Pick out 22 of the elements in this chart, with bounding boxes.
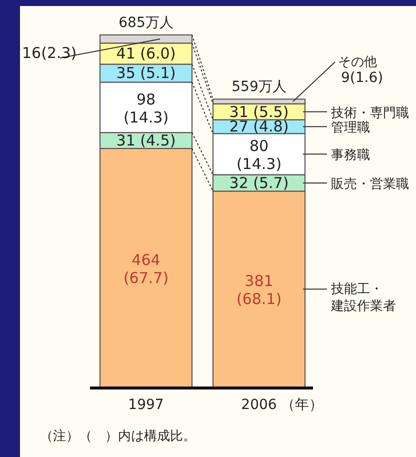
data-label: 464 (67.7) bbox=[123, 250, 169, 287]
x-tick-label: 2006 bbox=[241, 397, 277, 413]
series-label: 管理職 bbox=[331, 120, 370, 136]
data-label: 32 (5.7) bbox=[229, 174, 289, 192]
data-label: 41 (6.0) bbox=[116, 44, 176, 63]
data-label: 80 (14.3) bbox=[236, 137, 282, 174]
series-label: 販売・営業職 bbox=[331, 176, 409, 192]
text: （注）（ ）内は構成比。 bbox=[40, 429, 196, 444]
data-label: 31 (4.5) bbox=[116, 132, 176, 150]
data-label: 9(1.6) bbox=[341, 70, 384, 86]
data-label: 35 (5.1) bbox=[116, 64, 176, 82]
series-label: 技能工・建設作業者 bbox=[330, 282, 396, 314]
text: その他 bbox=[338, 55, 377, 70]
total-label: 559万人 bbox=[232, 79, 286, 96]
series-label: 事務職 bbox=[331, 148, 370, 164]
data-label: 98 (14.3) bbox=[123, 90, 169, 126]
data-label: 16(2.3) bbox=[22, 44, 77, 62]
series-label: 技術・専門職 bbox=[330, 106, 409, 121]
x-tick-label: 1997 bbox=[128, 397, 164, 413]
x-axis-title: （年） bbox=[281, 397, 323, 413]
total-label: 685万人 bbox=[118, 14, 174, 31]
data-label: 381 (68.1) bbox=[236, 272, 282, 308]
